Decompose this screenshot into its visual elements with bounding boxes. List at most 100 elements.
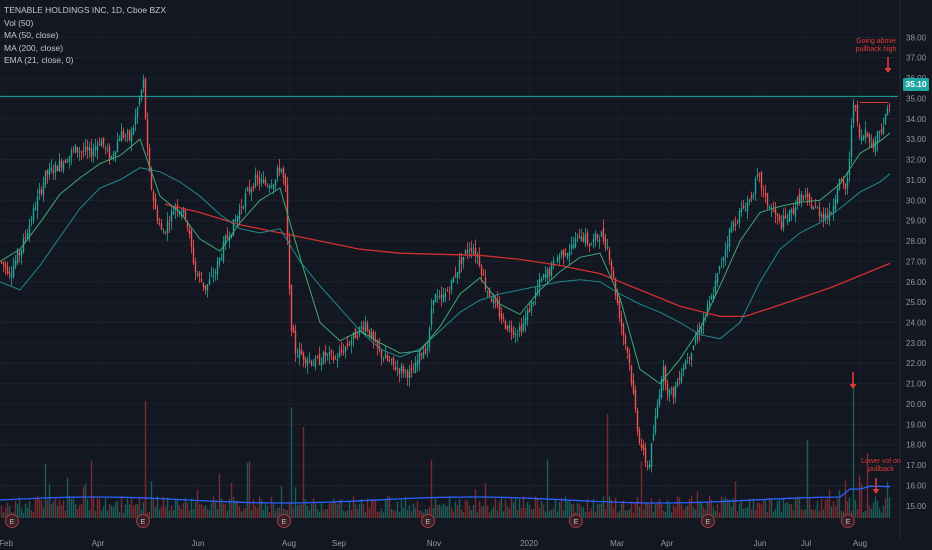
earnings-marker[interactable]: E xyxy=(277,514,291,528)
volume-bar xyxy=(840,511,843,518)
candle xyxy=(2,261,5,273)
candle xyxy=(244,187,247,214)
volume-bar xyxy=(630,501,633,518)
candle xyxy=(466,242,469,260)
candle xyxy=(546,266,549,285)
volume-bar xyxy=(508,508,511,518)
volume-bar xyxy=(634,502,637,518)
candle xyxy=(594,230,597,247)
candle xyxy=(304,356,307,369)
volume-bar xyxy=(670,512,673,518)
volume-bar xyxy=(504,499,507,518)
candle xyxy=(732,219,735,231)
earnings-marker[interactable]: E xyxy=(841,514,855,528)
candle xyxy=(90,139,93,162)
candle xyxy=(818,201,821,222)
volume-bar xyxy=(828,489,831,518)
volume-bar xyxy=(586,498,589,518)
price-axis-tick: 17.00 xyxy=(906,461,927,470)
candle xyxy=(556,254,559,264)
candle xyxy=(738,207,741,229)
candle xyxy=(494,294,497,309)
candle xyxy=(284,172,287,192)
volume-bar xyxy=(240,511,243,518)
volume-bar xyxy=(78,505,81,518)
earnings-marker[interactable]: E xyxy=(421,514,435,528)
volume-bar xyxy=(188,510,191,518)
candle xyxy=(864,120,867,144)
candle xyxy=(84,138,87,156)
candle xyxy=(200,271,203,283)
candle xyxy=(454,266,457,278)
candle xyxy=(498,296,501,321)
earnings-marker[interactable]: E xyxy=(5,514,19,528)
volume-bar xyxy=(476,512,479,518)
volume-bar xyxy=(278,507,281,518)
volume-bar xyxy=(190,498,193,518)
earnings-marker[interactable]: E xyxy=(136,514,150,528)
candle xyxy=(138,95,141,108)
volume-bar xyxy=(340,499,343,518)
candle xyxy=(456,271,459,285)
volume-bar xyxy=(870,508,873,518)
volume-bar xyxy=(94,510,97,518)
volume-bar xyxy=(806,440,809,518)
volume-bar xyxy=(882,505,885,518)
legend-ma200[interactable]: MA (200, close) xyxy=(4,42,64,53)
candle xyxy=(846,172,849,195)
volume-bar xyxy=(836,498,839,518)
volume-bar xyxy=(308,509,311,518)
volume-bar xyxy=(818,511,821,518)
volume-bar xyxy=(808,498,811,518)
candle xyxy=(754,176,757,201)
volume-bar xyxy=(684,507,687,518)
legend-ma50[interactable]: MA (50, close) xyxy=(4,30,59,40)
candle xyxy=(348,340,351,347)
candle xyxy=(404,368,407,378)
volume-bar xyxy=(680,504,683,518)
volume-bar xyxy=(244,507,247,518)
earnings-marker[interactable]: E xyxy=(569,514,583,528)
volume-bar xyxy=(384,499,387,518)
volume-bar xyxy=(788,504,791,518)
candle xyxy=(560,250,563,259)
volume-bar xyxy=(110,505,113,518)
volume-bar xyxy=(412,503,415,518)
candle xyxy=(190,227,193,254)
candle xyxy=(626,345,629,359)
volume-bar xyxy=(108,504,111,518)
candle xyxy=(462,256,465,269)
legend-ema21[interactable]: EMA (21, close, 0) xyxy=(4,55,74,65)
volume-bar xyxy=(774,508,777,518)
volume-bar xyxy=(610,499,613,518)
volume-bar xyxy=(66,478,69,518)
legend-volume[interactable]: Vol (50) xyxy=(4,17,34,28)
candle xyxy=(566,252,569,260)
volume-bar xyxy=(524,508,527,518)
volume-bar xyxy=(284,509,287,518)
candle xyxy=(590,242,593,246)
volume-bar xyxy=(192,509,195,518)
candle xyxy=(262,170,265,184)
candle xyxy=(396,359,399,377)
candle xyxy=(288,232,291,296)
candle xyxy=(448,286,451,301)
price-axis-tick: 16.00 xyxy=(906,481,927,490)
volume-bar xyxy=(352,496,355,518)
volume-bar xyxy=(562,510,565,518)
candle xyxy=(152,188,155,210)
earnings-marker[interactable]: E xyxy=(701,514,715,528)
candle xyxy=(224,233,227,251)
candle xyxy=(516,329,519,342)
price-axis[interactable]: 38.0037.0036.0035.0034.0033.0032.0031.00… xyxy=(899,0,927,538)
candle xyxy=(678,370,681,385)
candle xyxy=(826,207,829,225)
legend-title[interactable]: TENABLE HOLDINGS INC, 1D, Cboe BZX xyxy=(4,5,167,15)
time-axis[interactable]: Feb Apr Jun Aug Sep Nov 2020 Mar Apr Jun Jul Aug xyxy=(0,539,867,548)
candle xyxy=(508,320,511,333)
candle xyxy=(706,300,709,318)
volume-bar xyxy=(538,507,541,518)
candle xyxy=(74,144,77,154)
volume-bar xyxy=(100,510,103,518)
